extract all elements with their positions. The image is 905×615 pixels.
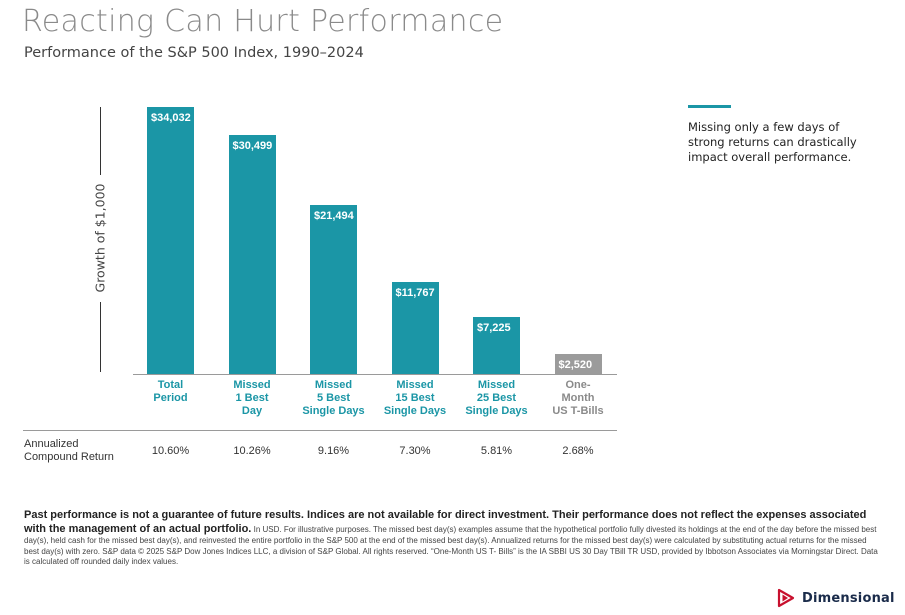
annualized-return-value-2: 10.26% xyxy=(233,445,271,457)
category-label-4: Missed 15 Best Single Days xyxy=(383,379,447,417)
bar-value-label-2: $30,499 xyxy=(232,140,273,152)
category-label-3: Missed 5 Best Single Days xyxy=(302,379,365,417)
category-label-2: Missed 1 Best Day xyxy=(233,379,271,417)
chart-baseline xyxy=(133,374,617,375)
bar-4: $11,767 xyxy=(391,282,439,374)
annualized-return-value-4: 7.30% xyxy=(399,445,431,457)
table-divider xyxy=(23,430,617,431)
annualized-return-value-6: 2.68% xyxy=(562,445,594,457)
callout-text: Missing only a few days of strong return… xyxy=(688,120,857,164)
page-title: Reacting Can Hurt Performance xyxy=(22,4,504,39)
y-axis-label: Growth of $1,000 xyxy=(92,183,108,293)
category-label-1: Total Period xyxy=(153,379,188,404)
annualized-return-value-3: 9.16% xyxy=(317,445,350,457)
disclaimer-text: In USD. For illustrative purposes. The m… xyxy=(24,525,878,566)
page-subtitle: Performance of the S&P 500 Index, 1990–2… xyxy=(24,45,364,61)
y-axis-line-top xyxy=(100,107,101,175)
annualized-return-value-1: 10.60% xyxy=(151,445,190,457)
bar-2: $30,499 xyxy=(228,135,276,374)
bar-3: $21,494 xyxy=(310,205,357,374)
category-label-6: One- Month US T-Bills xyxy=(552,379,604,417)
bar-5: $7,225 xyxy=(473,317,520,374)
bar-value-label-4: $11,767 xyxy=(395,287,435,299)
annualized-return-label: Annualized Compound Return xyxy=(24,438,114,463)
callout-accent-bar xyxy=(688,105,731,108)
bar-value-label-5: $7,225 xyxy=(477,322,511,334)
category-label-5: Missed 25 Best Single Days xyxy=(465,379,528,417)
bar-value-label-1: $34,032 xyxy=(151,112,191,124)
dimensional-logo: Dimensional xyxy=(776,588,895,608)
disclaimer-bold: Past performance is not a guarantee of f… xyxy=(24,509,867,535)
play-triangle-logo-icon xyxy=(777,588,795,608)
annualized-return-value-5: 5.81% xyxy=(480,445,513,457)
bar-1: $34,032 xyxy=(147,107,194,374)
y-axis-line-bottom xyxy=(100,302,101,372)
bar-value-label-6: $2,520 xyxy=(558,359,593,371)
disclaimer: Past performance is not a guarantee of f… xyxy=(24,508,882,568)
bar-6: $2,520 xyxy=(554,354,602,374)
bar-value-label-3: $21,494 xyxy=(314,210,354,222)
logo-text: Dimensional xyxy=(802,590,895,606)
